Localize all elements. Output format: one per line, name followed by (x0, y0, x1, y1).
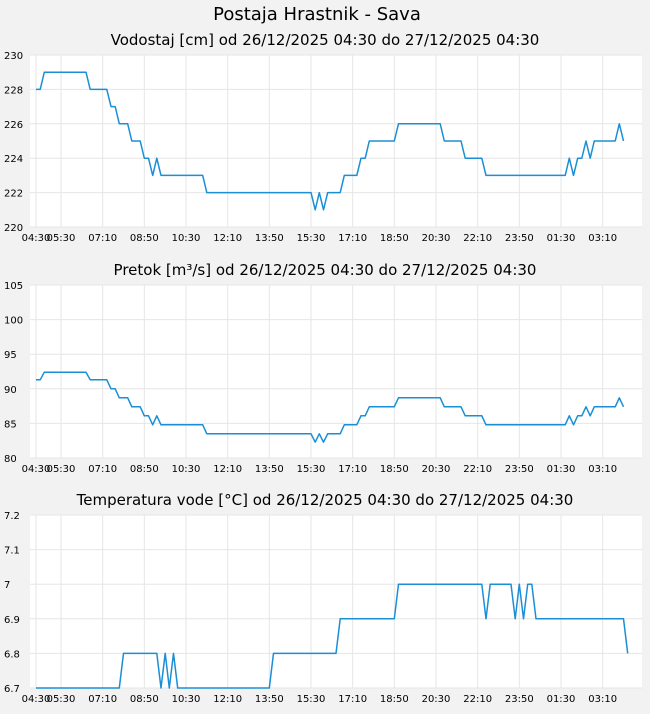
x-tick-label: 17:10 (338, 464, 367, 475)
x-tick-label: 03:10 (588, 694, 617, 705)
x-tick-label: 04:30 (22, 233, 51, 244)
y-tick-label: 220 (4, 223, 23, 234)
x-tick-label: 17:10 (338, 233, 367, 244)
x-tick-label: 05:30 (47, 694, 76, 705)
x-tick-label: 13:50 (255, 464, 284, 475)
x-tick-label: 15:30 (297, 233, 326, 244)
x-tick-label: 05:30 (47, 464, 76, 475)
x-tick-label: 08:50 (130, 233, 159, 244)
y-tick-label: 7.1 (4, 546, 20, 557)
y-tick-label: 228 (4, 85, 23, 96)
series-line (36, 371, 625, 443)
x-tick-label: 03:10 (588, 233, 617, 244)
x-tick-label: 10:30 (172, 694, 201, 705)
y-tick-label: 7.2 (4, 511, 20, 522)
y-tick-label: 230 (4, 51, 23, 62)
x-tick-label: 18:50 (380, 694, 409, 705)
plot-area (30, 515, 642, 688)
y-tick-label: 100 (4, 316, 23, 327)
x-tick-label: 23:50 (505, 694, 534, 705)
plot-area (30, 285, 642, 458)
x-tick-label: 07:10 (88, 464, 117, 475)
series-line (36, 583, 629, 689)
y-tick-label: 80 (4, 454, 17, 465)
y-tick-label: 85 (4, 419, 17, 430)
x-tick-label: 12:10 (213, 694, 242, 705)
x-tick-label: 05:30 (47, 233, 76, 244)
chart-title: Pretok [m³/s] od 26/12/2025 04:30 do 27/… (114, 261, 537, 279)
x-tick-label: 10:30 (172, 464, 201, 475)
y-tick-label: 6.9 (4, 615, 20, 626)
x-tick-label: 20:30 (422, 464, 451, 475)
x-tick-label: 22:10 (463, 464, 492, 475)
x-tick-label: 15:30 (297, 464, 326, 475)
x-tick-label: 20:30 (422, 694, 451, 705)
x-tick-label: 08:50 (130, 694, 159, 705)
y-tick-label: 6.7 (4, 684, 20, 695)
x-tick-label: 07:10 (88, 694, 117, 705)
x-tick-label: 01:30 (547, 464, 576, 475)
x-tick-label: 12:10 (213, 464, 242, 475)
chart-1: Vodostaj [cm] od 26/12/2025 04:30 do 27/… (4, 31, 642, 244)
x-tick-label: 04:30 (22, 464, 51, 475)
y-tick-label: 224 (4, 154, 23, 165)
x-tick-label: 20:30 (422, 233, 451, 244)
x-tick-label: 10:30 (172, 233, 201, 244)
x-tick-label: 18:50 (380, 464, 409, 475)
x-tick-label: 23:50 (505, 233, 534, 244)
x-tick-label: 23:50 (505, 464, 534, 475)
y-tick-label: 95 (4, 350, 17, 361)
x-tick-label: 17:10 (338, 694, 367, 705)
x-tick-label: 22:10 (463, 233, 492, 244)
x-tick-label: 18:50 (380, 233, 409, 244)
x-tick-label: 13:50 (255, 233, 284, 244)
y-tick-label: 105 (4, 281, 23, 292)
y-tick-label: 222 (4, 189, 23, 200)
x-tick-label: 12:10 (213, 233, 242, 244)
plot-area (30, 55, 642, 227)
chart-2: Pretok [m³/s] od 26/12/2025 04:30 do 27/… (4, 261, 642, 475)
x-tick-label: 07:10 (88, 233, 117, 244)
x-tick-label: 22:10 (463, 694, 492, 705)
x-tick-label: 01:30 (547, 694, 576, 705)
chart-title: Vodostaj [cm] od 26/12/2025 04:30 do 27/… (111, 31, 540, 49)
x-tick-label: 03:10 (588, 464, 617, 475)
x-tick-label: 01:30 (547, 233, 576, 244)
page-title: Postaja Hrastnik - Sava (213, 4, 421, 25)
series-line (36, 71, 625, 211)
y-tick-label: 7 (4, 580, 10, 591)
x-tick-label: 08:50 (130, 464, 159, 475)
chart-title: Temperatura vode [°C] od 26/12/2025 04:3… (76, 491, 574, 509)
chart-3: Temperatura vode [°C] od 26/12/2025 04:3… (4, 491, 642, 705)
x-tick-label: 04:30 (22, 694, 51, 705)
y-tick-label: 226 (4, 120, 23, 131)
x-tick-label: 13:50 (255, 694, 284, 705)
y-tick-label: 90 (4, 385, 17, 396)
y-tick-label: 6.8 (4, 649, 20, 660)
x-tick-label: 15:30 (297, 694, 326, 705)
